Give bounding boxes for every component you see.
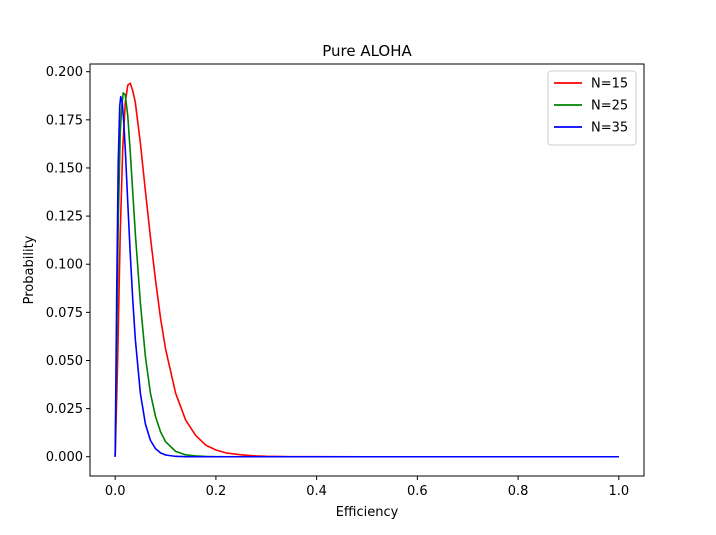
x-axis-label: Efficiency — [336, 505, 399, 520]
y-tick-label: 0.050 — [46, 354, 83, 369]
y-tick-label: 0.125 — [46, 210, 83, 225]
series-layer — [114, 82, 619, 458]
y-tick-label: 0.100 — [46, 258, 83, 273]
series-line-n-35 — [114, 95, 619, 458]
chart-title: Pure ALOHA — [322, 42, 412, 60]
y-tick-label: 0.150 — [46, 161, 83, 176]
x-tick-label: 0.2 — [206, 484, 227, 499]
y-axis-label: Probability — [22, 235, 37, 304]
y-axis: 0.000 0.025 0.050 0.075 0.100 0.125 0.150 0.175… — [46, 65, 90, 465]
x-tick-label: 0.0 — [105, 484, 126, 499]
x-tick-label: 0.4 — [306, 484, 327, 499]
y-tick-label: 0.175 — [46, 113, 83, 128]
legend: N=15 N=25 N=35 — [547, 70, 637, 146]
legend-label: N=35 — [591, 121, 628, 136]
x-tick-label: 1.0 — [608, 484, 629, 499]
x-axis: 0.0 0.2 0.4 0.6 0.8 1.0 — [105, 476, 629, 499]
plot-area-frame — [89, 63, 645, 477]
legend-label: N=25 — [591, 99, 628, 114]
x-tick-label: 0.8 — [508, 484, 529, 499]
y-tick-label: 0.025 — [46, 402, 83, 417]
y-tick-label: 0.200 — [46, 65, 83, 80]
y-tick-label: 0.000 — [46, 450, 83, 465]
x-tick-label: 0.6 — [407, 484, 428, 499]
y-tick-label: 0.075 — [46, 306, 83, 321]
legend-label: N=15 — [591, 77, 628, 92]
